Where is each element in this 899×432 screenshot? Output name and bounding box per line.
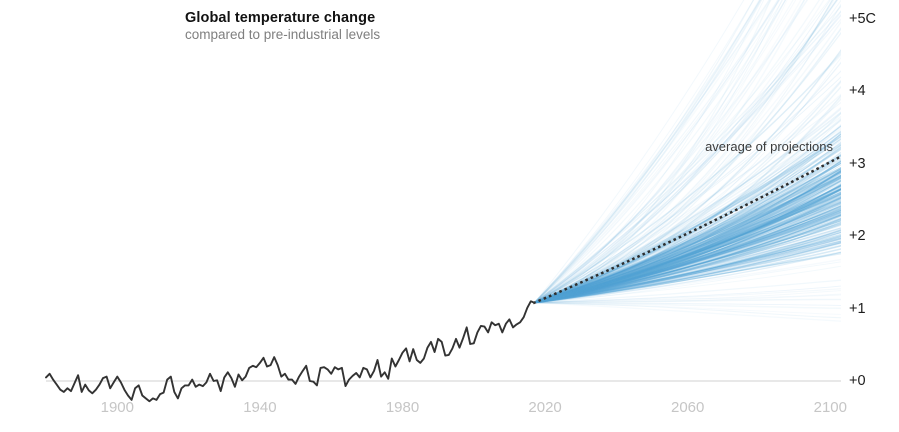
x-tick-1980: 1980 (385, 399, 420, 416)
x-tick-1900: 1900 (100, 399, 134, 416)
average-projection-dotted-line (532, 154, 841, 305)
observed-line (45, 300, 536, 403)
x-tick-2060: 2060 (671, 399, 705, 416)
projection-fan (533, 0, 841, 322)
y-tick-plus-3: +3 (849, 155, 866, 172)
x-tick-2020: 2020 (528, 399, 562, 416)
y-tick-plus-0: +0 (849, 373, 866, 389)
x-tick-1940: 1940 (243, 399, 277, 416)
chart-subtitle: compared to pre-industrial levels (185, 27, 381, 42)
average-projections-label: average of projections (705, 139, 833, 154)
chart-title: Global temperature change (185, 10, 376, 26)
y-tick-plus-1: +1 (849, 300, 866, 317)
y-tick-plus-2: +2 (849, 228, 866, 244)
y-tick-plus-5C: +5C (849, 10, 877, 27)
y-tick-plus-4: +4 (849, 83, 866, 99)
x-tick-2100: 2100 (813, 399, 847, 416)
